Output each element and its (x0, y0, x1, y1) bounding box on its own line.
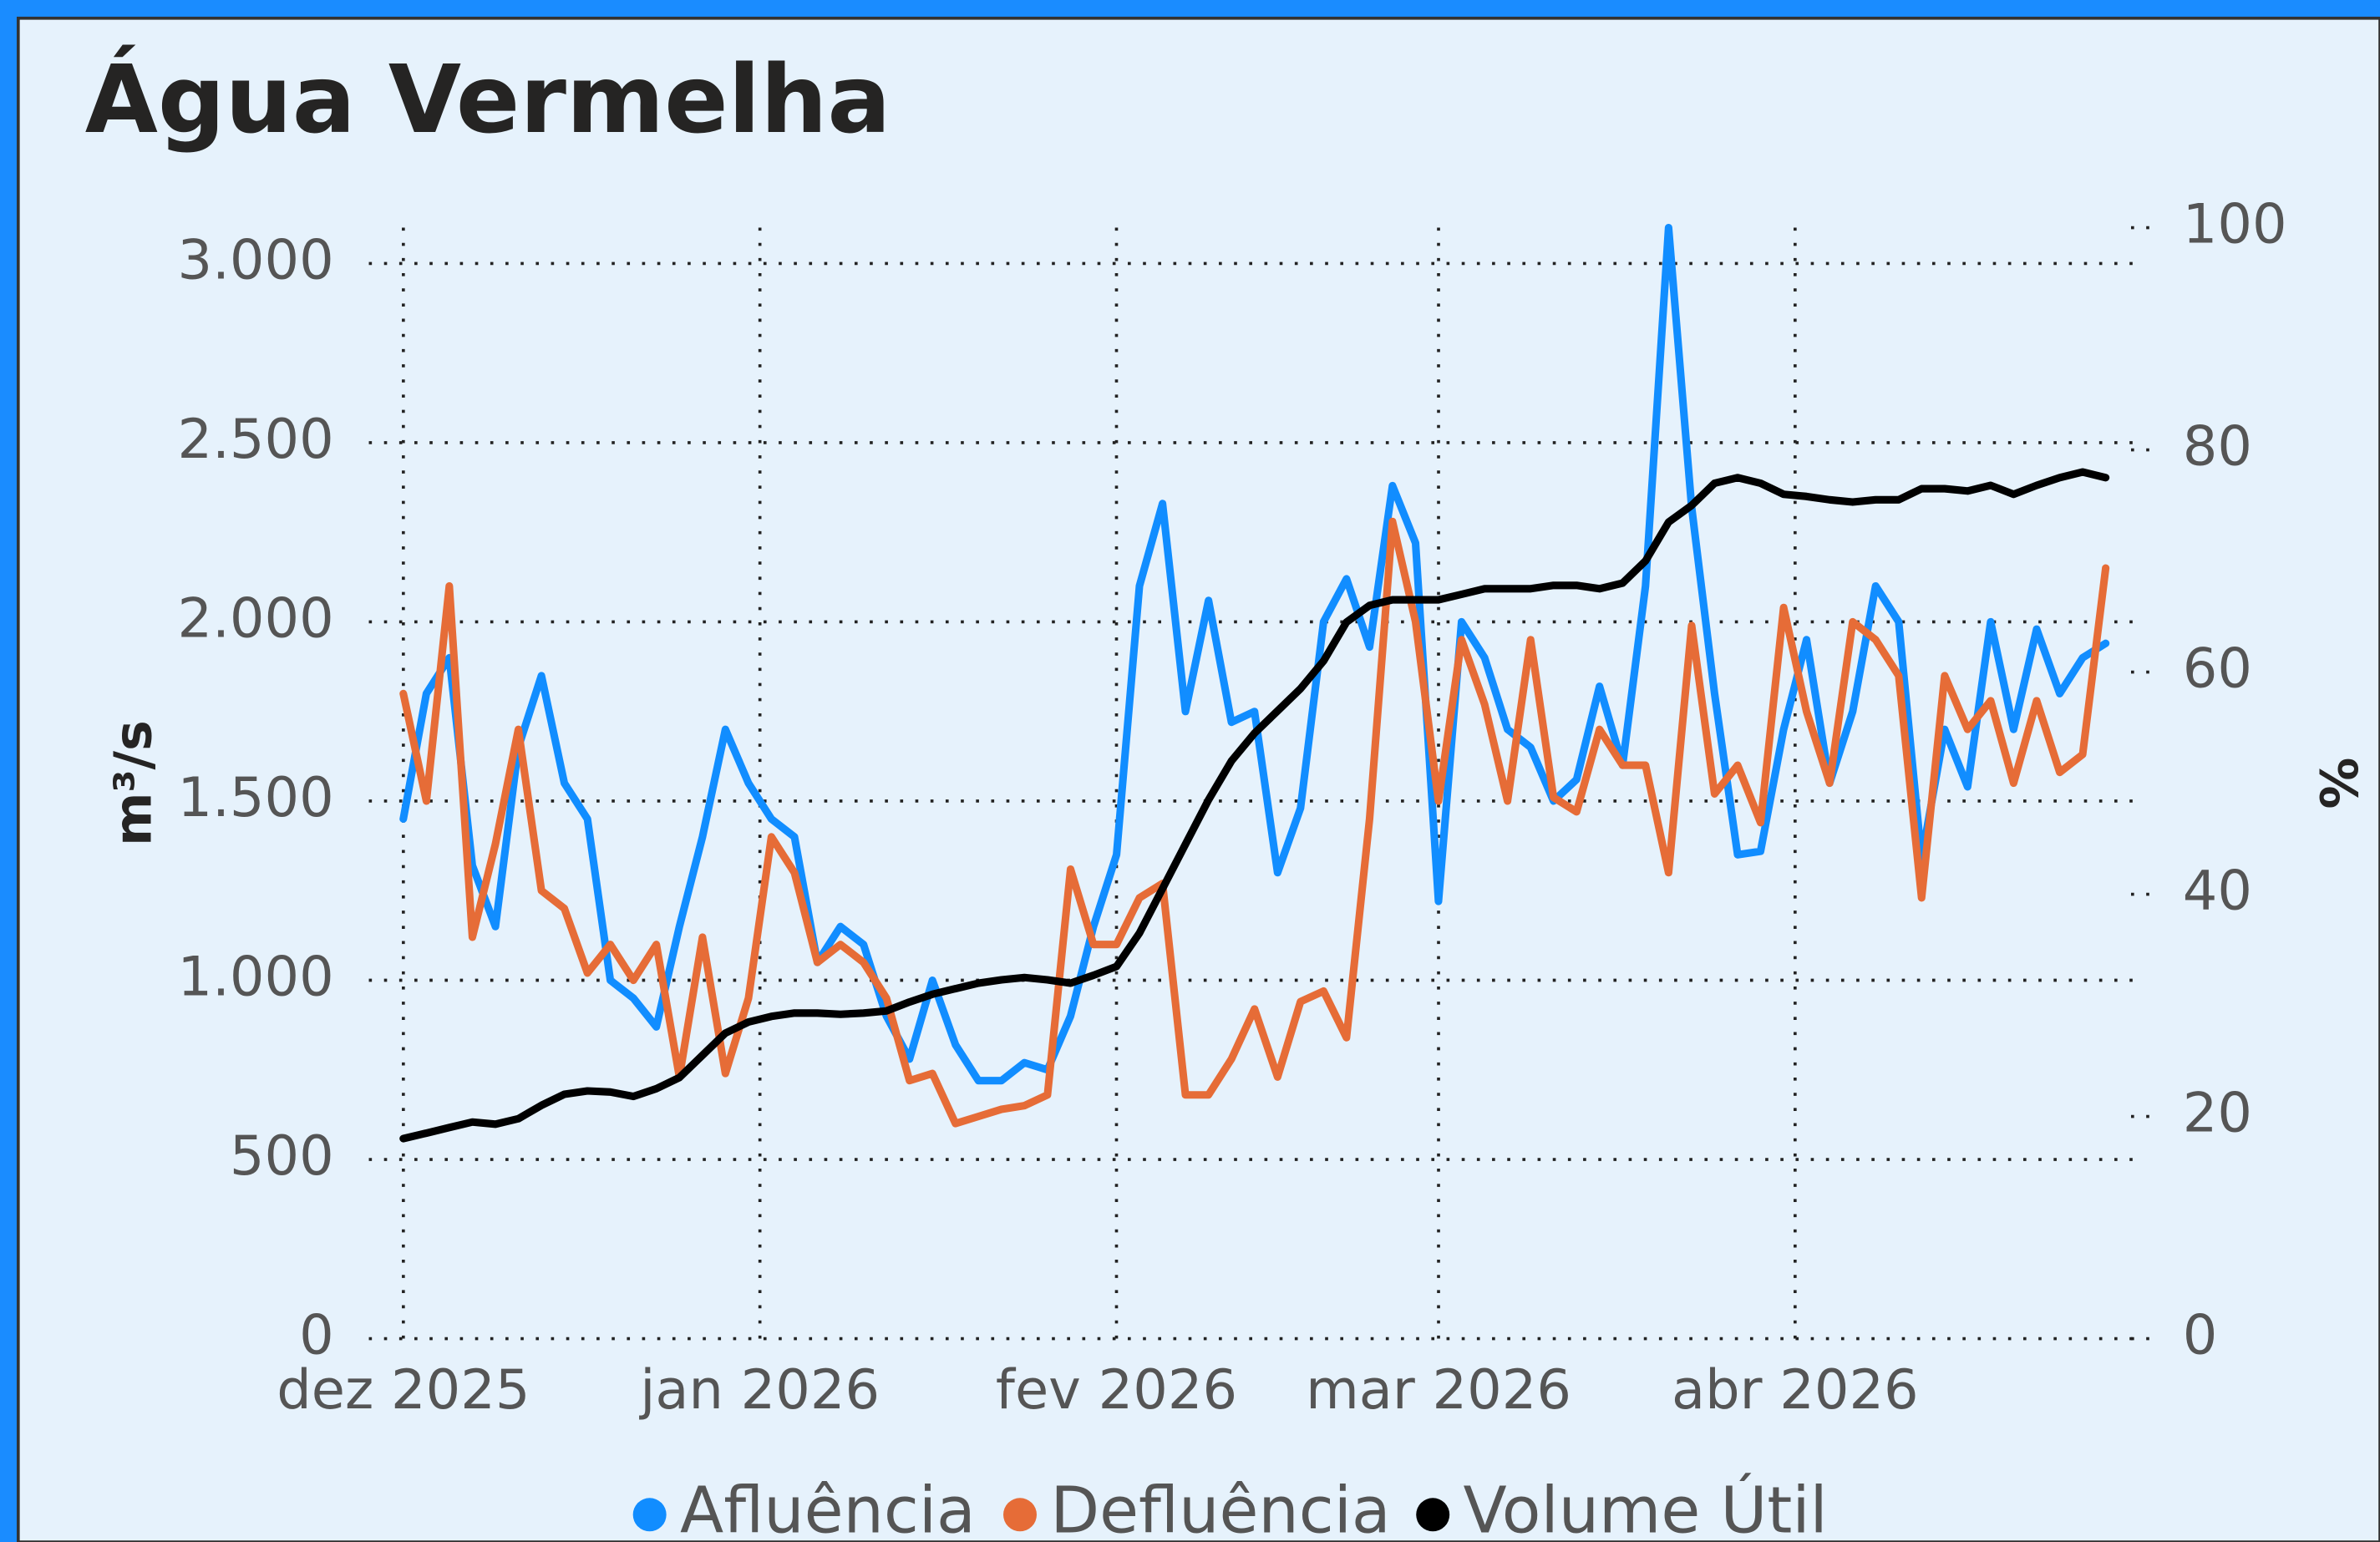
chart-background (17, 16, 2380, 1542)
legend-marker (1003, 1498, 1037, 1532)
x-tick-label: mar 2026 (1306, 1358, 1571, 1422)
series-line (399, 468, 2110, 1143)
y2-tick-label: 0 (2183, 1304, 2218, 1367)
x-tick-label: abr 2026 (1672, 1358, 1919, 1422)
y-tick-label: 0 (299, 1304, 334, 1367)
y-tick-label: 1.500 (178, 766, 334, 829)
y-tick-label: 2.500 (178, 408, 334, 471)
legend-label: Volume Útil (1464, 1472, 1828, 1542)
x-tick-label: jan 2026 (638, 1358, 880, 1422)
x-tick-label: dez 2025 (277, 1358, 530, 1422)
legend-label: Afluência (680, 1473, 976, 1542)
y-tick-label: 500 (230, 1124, 334, 1188)
y-tick-label: 3.000 (178, 229, 334, 292)
y2-tick-label: 100 (2183, 193, 2287, 256)
legend-marker (1416, 1498, 1450, 1532)
y2-tick-label: 60 (2183, 637, 2252, 701)
series-line (399, 517, 2110, 1128)
x-tick-label: fev 2026 (996, 1358, 1237, 1422)
chart-title: Água Vermelha (85, 44, 891, 155)
legend-label: Defluência (1050, 1473, 1390, 1542)
y-tick-label: 1.000 (178, 946, 334, 1009)
y-tick-label: 2.000 (178, 587, 334, 651)
y2-tick-label: 40 (2183, 860, 2252, 923)
y2-tick-label: 80 (2183, 415, 2252, 479)
y2-axis-title: % (2307, 758, 2367, 809)
series-line (399, 223, 2110, 1085)
y2-tick-label: 20 (2183, 1082, 2252, 1145)
legend-marker (632, 1498, 667, 1532)
y-axis-title: m³/s (104, 720, 164, 846)
